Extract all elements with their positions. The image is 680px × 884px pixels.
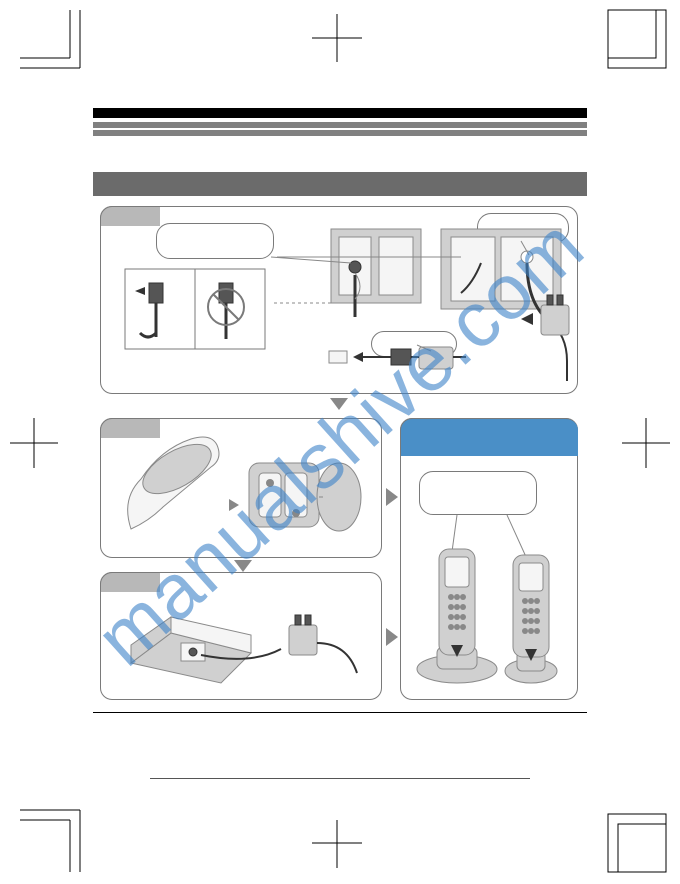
panel-charger-unit: [100, 572, 382, 700]
footer-rule-2: [150, 778, 530, 779]
panel-handset-battery: [100, 418, 382, 558]
arrow-down-icon: [234, 560, 252, 572]
header-bar-black: [93, 108, 587, 118]
arrow-right-icon: [386, 628, 398, 646]
section-title-bar: [93, 172, 587, 196]
header-bar-gray-2: [93, 130, 587, 136]
arrow-right-icon: [386, 488, 398, 506]
header-bar-gray-1: [93, 122, 587, 128]
page: manualshive.com: [0, 0, 680, 884]
charger-unit-diagram: [101, 573, 383, 701]
arrow-down-icon: [330, 398, 348, 410]
footer-rule: [93, 712, 587, 713]
handset-battery-diagram: [101, 419, 383, 559]
panel-base-unit: [100, 206, 578, 394]
base-unit-diagram: [101, 207, 579, 395]
panel-charging: [400, 418, 578, 700]
charging-diagram: [401, 419, 579, 701]
